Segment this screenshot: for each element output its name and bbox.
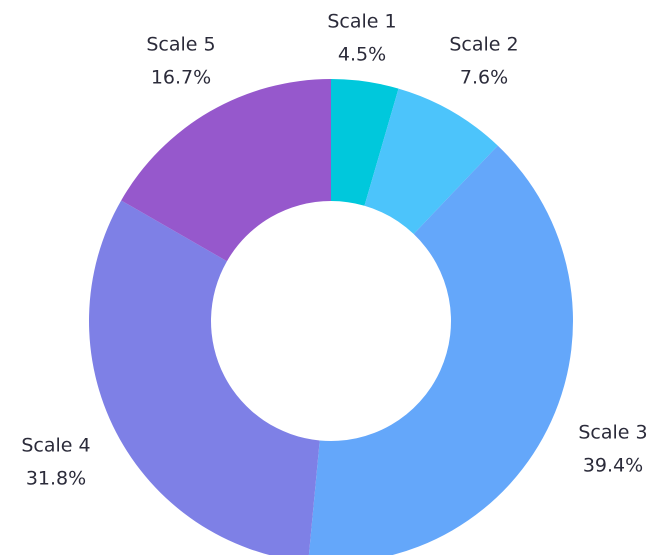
slice-category-label: Scale 5 (146, 34, 215, 56)
slice-category-label: Scale 1 (327, 11, 396, 33)
slice-value-label: 7.6% (460, 67, 508, 89)
slice-category-label: Scale 4 (21, 435, 90, 457)
slice-value-label: 4.5% (338, 44, 386, 66)
slice (364, 88, 498, 235)
slice-category-label: Scale 2 (449, 34, 518, 56)
slice (308, 145, 573, 555)
slice (89, 200, 320, 555)
slice (331, 79, 399, 206)
slice-value-label: 16.7% (151, 67, 211, 89)
slice-value-label: 39.4% (583, 455, 643, 477)
slice-category-label: Scale 3 (578, 422, 647, 444)
slice (121, 79, 332, 262)
slice-value-label: 31.8% (26, 468, 86, 490)
